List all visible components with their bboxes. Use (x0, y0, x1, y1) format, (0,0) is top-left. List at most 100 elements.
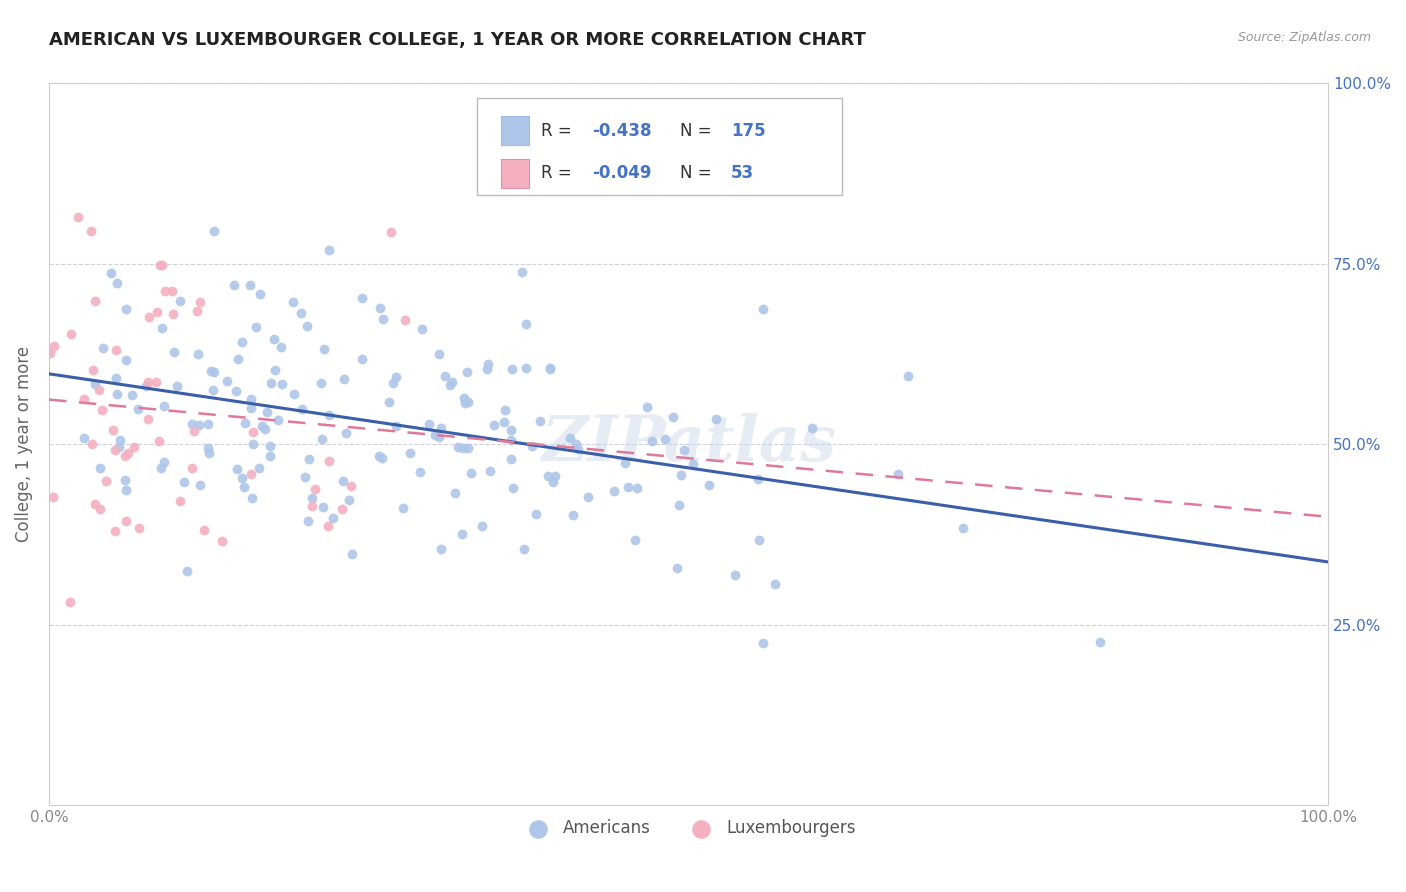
Point (138, 310, 160, 324)
Point (188, 417, 211, 432)
Point (669, 468, 692, 483)
Point (477, 362, 499, 376)
Text: Source: ZipAtlas.com: Source: ZipAtlas.com (1237, 31, 1371, 45)
Point (94, 474, 117, 488)
Point (450, 526, 472, 541)
Point (152, 399, 174, 413)
Point (114, 473, 136, 487)
Point (682, 457, 704, 471)
Point (90, 402, 112, 417)
Point (202, 384, 225, 398)
Point (748, 533, 770, 548)
Point (108, 434, 131, 448)
Point (193, 523, 215, 537)
Point (617, 480, 640, 494)
Point (510, 265, 533, 279)
Point (270, 340, 292, 354)
Point (84, 497, 107, 511)
Point (82, 363, 104, 377)
Point (453, 392, 475, 406)
Point (231, 471, 253, 485)
Point (515, 318, 537, 332)
Point (301, 499, 323, 513)
Point (197, 441, 219, 455)
Point (128, 521, 150, 535)
Point (148, 434, 170, 449)
Point (567, 442, 589, 457)
Point (253, 421, 276, 435)
Point (240, 491, 263, 506)
Point (309, 376, 332, 390)
Point (239, 392, 262, 407)
Point (337, 492, 360, 507)
Point (515, 360, 537, 375)
Point (226, 352, 249, 367)
Point (447, 441, 470, 455)
Point (529, 414, 551, 428)
Point (197, 446, 219, 460)
Point (668, 498, 690, 512)
Point (233, 416, 256, 430)
Point (281, 294, 304, 309)
Point (84, 376, 107, 391)
Point (578, 490, 600, 504)
Text: N =: N = (679, 164, 717, 183)
Point (105, 276, 128, 290)
Point (304, 482, 326, 496)
Point (245, 319, 267, 334)
Point (233, 480, 256, 494)
Point (626, 481, 648, 495)
Point (73, 430, 96, 444)
FancyBboxPatch shape (501, 116, 529, 145)
Point (312, 500, 335, 514)
Point (704, 412, 727, 426)
Point (145, 376, 167, 390)
Point (225, 384, 247, 399)
Point (350, 291, 373, 305)
Point (187, 347, 209, 361)
Point (513, 542, 536, 557)
Point (108, 440, 131, 454)
Point (392, 500, 415, 515)
Point (169, 294, 191, 309)
Point (240, 401, 263, 416)
Point (271, 377, 294, 392)
Point (430, 421, 453, 435)
Point (562, 508, 585, 523)
Point (188, 477, 211, 491)
Point (226, 462, 249, 476)
Point (425, 428, 447, 442)
Point (752, 635, 775, 649)
Point (340, 479, 363, 493)
Point (58, 594, 80, 608)
Point (439, 378, 461, 392)
Point (153, 285, 176, 299)
Point (115, 514, 138, 528)
Point (162, 308, 184, 322)
Point (897, 369, 920, 384)
Point (752, 301, 775, 316)
Point (558, 431, 581, 445)
Point (454, 396, 477, 410)
Point (295, 319, 318, 334)
Point (84, 293, 107, 308)
Point (636, 400, 658, 414)
Point (146, 305, 169, 319)
Point (105, 387, 128, 401)
Point (368, 449, 391, 463)
Point (398, 446, 420, 460)
Point (451, 442, 474, 456)
Point (952, 521, 974, 535)
Point (543, 469, 565, 483)
Point (479, 464, 502, 478)
Point (183, 424, 205, 438)
Point (381, 376, 404, 391)
Point (418, 417, 440, 431)
Point (259, 439, 281, 453)
Point (501, 433, 523, 447)
Point (190, 295, 212, 310)
Point (264, 362, 287, 376)
Point (614, 456, 637, 470)
Point (434, 369, 457, 384)
Point (318, 408, 340, 422)
